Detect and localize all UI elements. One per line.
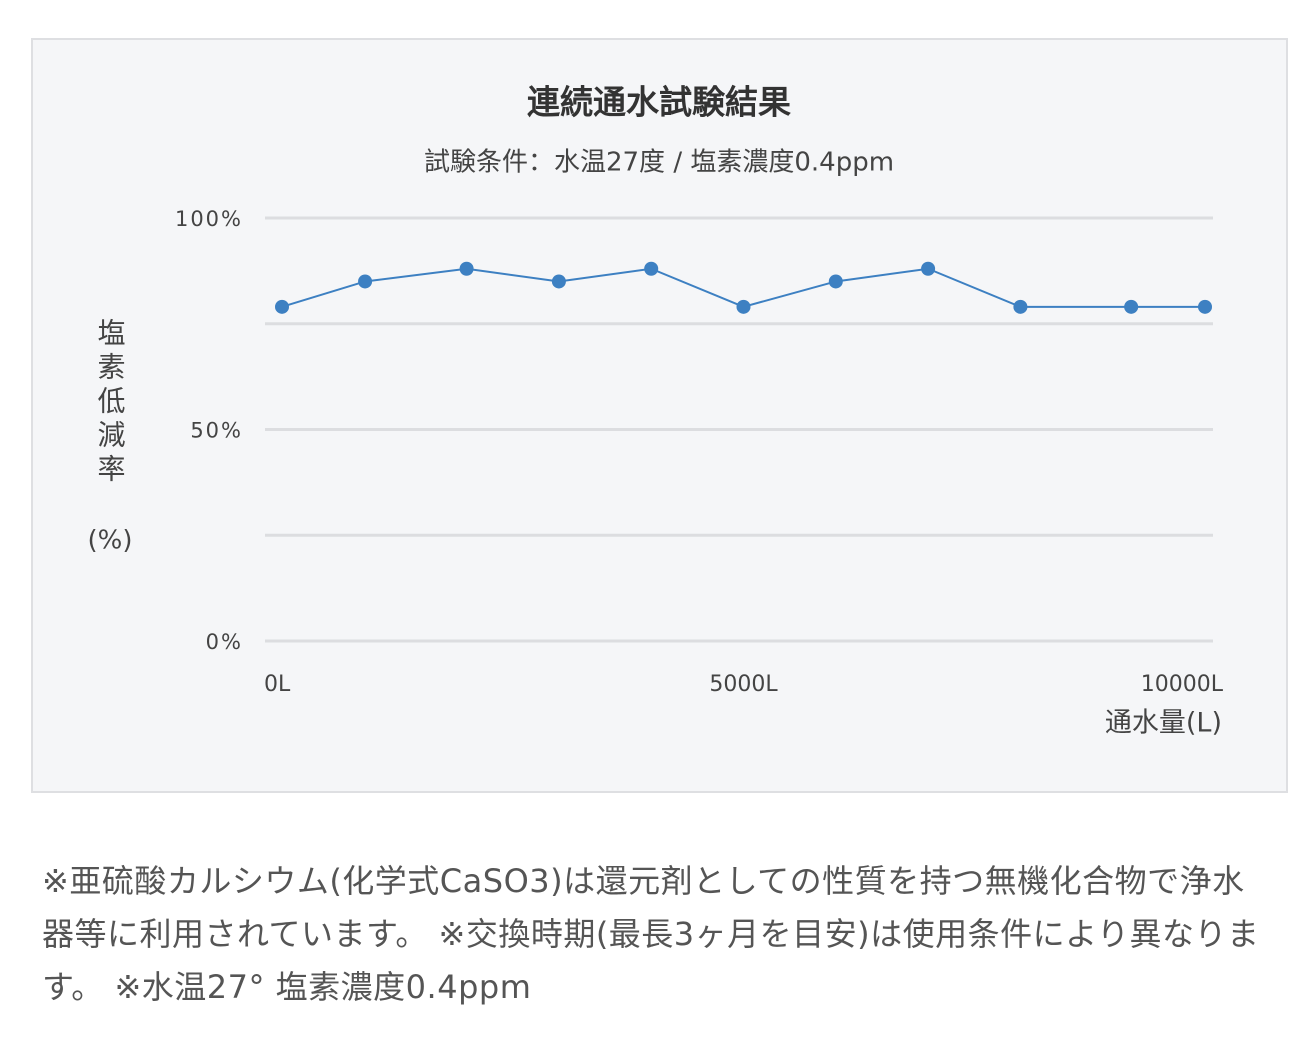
data-point [1013,299,1028,314]
y-tick-label: 50% [190,419,243,443]
y-tick-label: 100% [175,207,243,231]
data-point [358,274,373,289]
data-point [828,274,843,289]
x-axis-label: 通水量(L) [1105,708,1222,739]
chart-subtitle: 試験条件：水温27度 / 塩素濃度0.4ppm [424,148,894,178]
chart: 連続通水試験結果 試験条件：水温27度 / 塩素濃度0.4ppm 塩素低減率 (… [31,38,1288,793]
data-point [921,261,936,276]
y-axis-unit: (%) [88,526,133,556]
data-point [1198,299,1212,314]
data-point [459,261,474,276]
data-point [275,299,289,314]
x-tick-label: 5000L [709,672,778,697]
chart-panel [31,38,1288,793]
data-point [644,261,659,276]
footnote: ※亜硫酸カルシウム(化学式CaSO3)は還元剤としての性質を持つ無機化合物で浄水… [42,862,1260,1006]
data-point [1124,299,1139,314]
data-point [551,274,566,289]
chart-title: 連続通水試験結果 [527,83,791,122]
x-tick-label: 0L [264,672,291,697]
x-tick-label: 10000L [1141,672,1224,697]
y-tick-label: 0% [206,630,243,654]
data-point [736,299,751,314]
y-axis-label: 塩素低減率 [94,318,127,488]
